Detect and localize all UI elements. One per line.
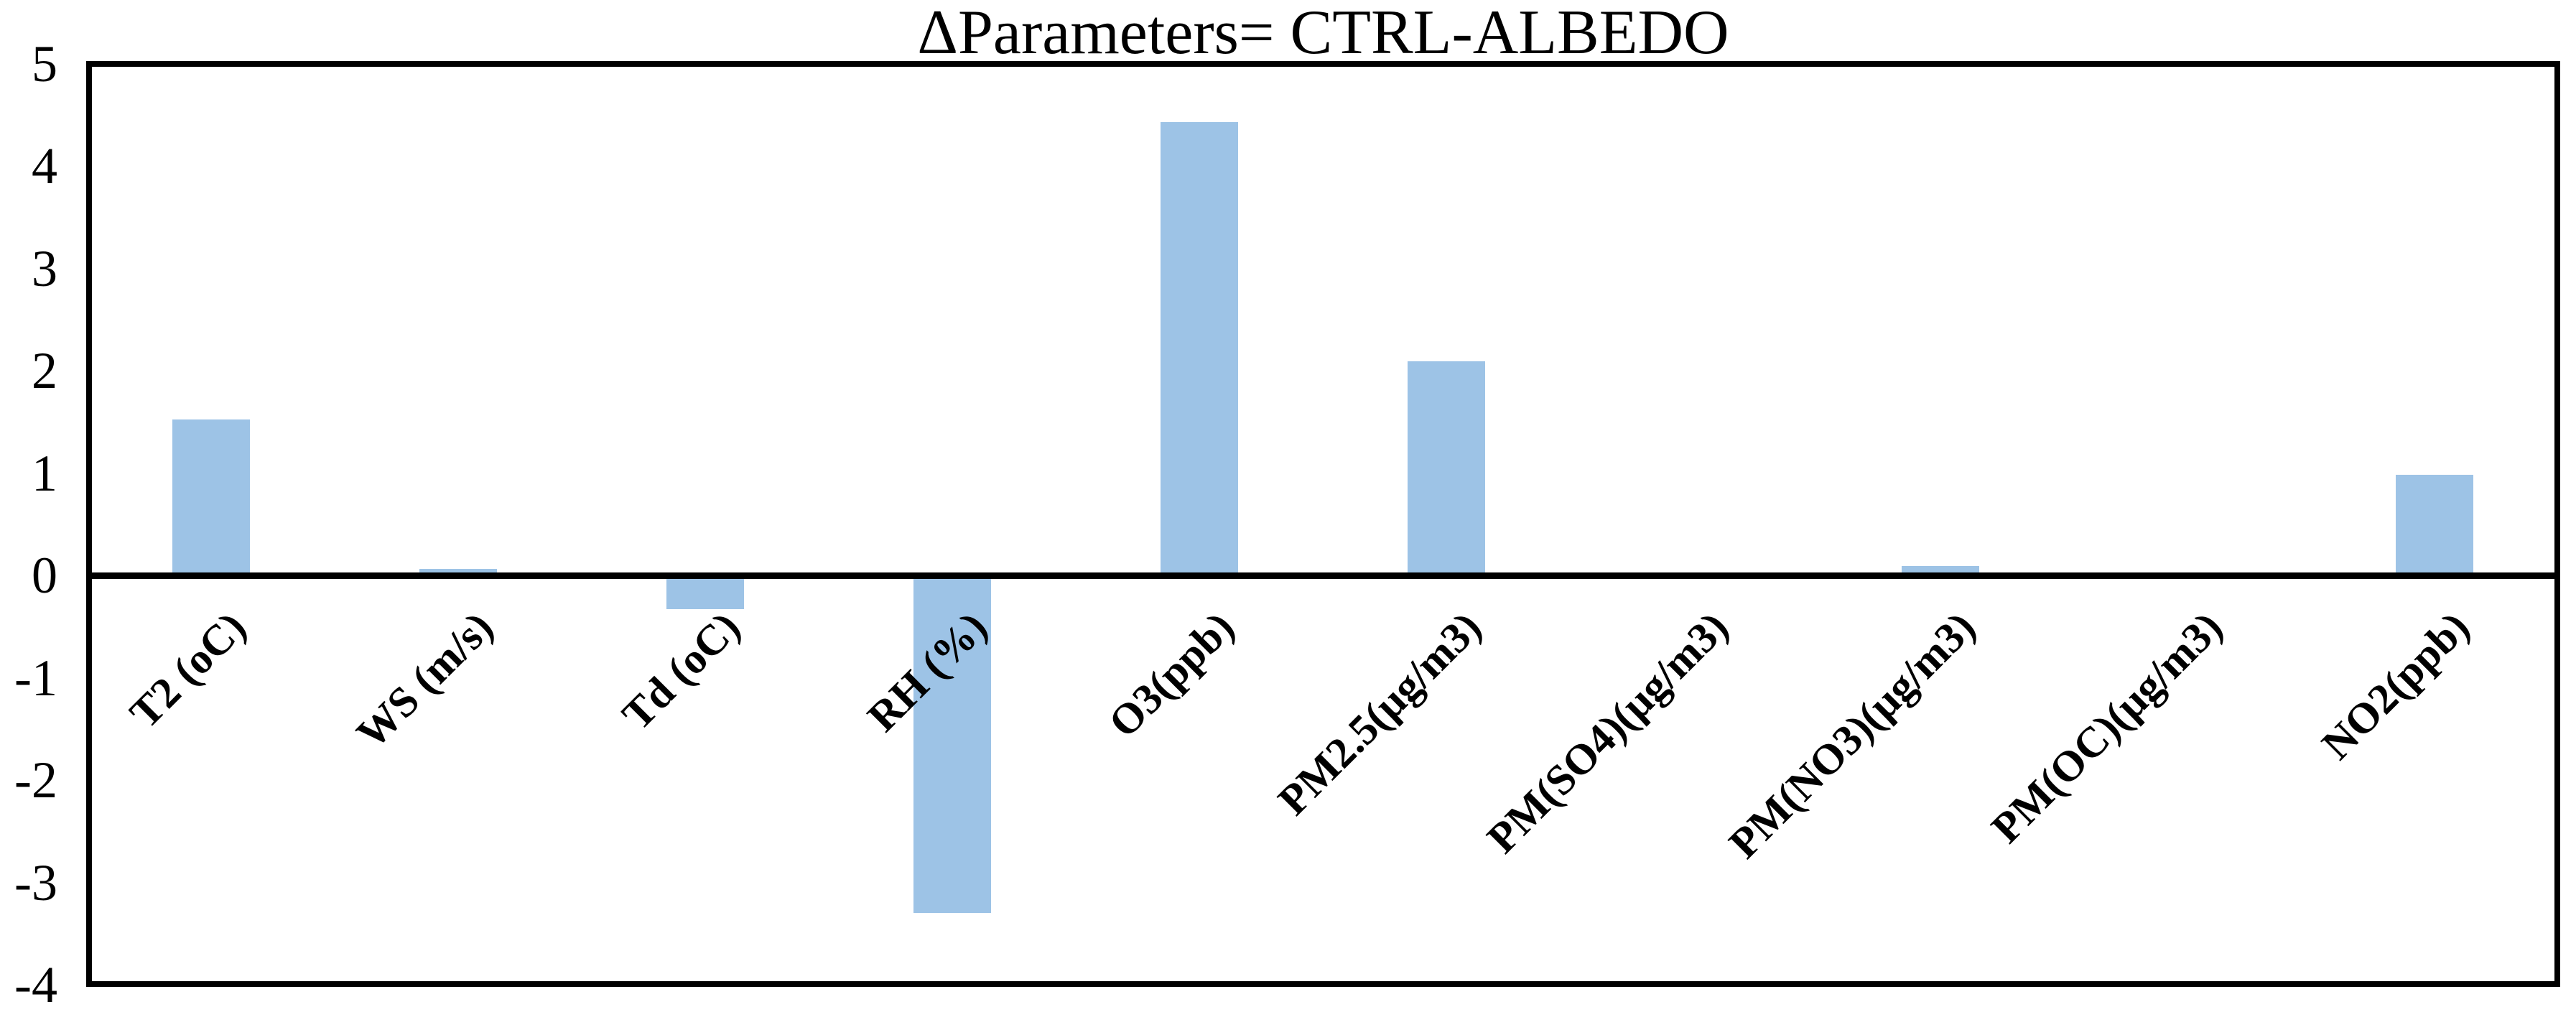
bar-3 <box>666 575 744 610</box>
y-tick-label: -3 <box>14 853 57 912</box>
chart-title: ΔParameters= CTRL-ALBEDO <box>917 0 1729 68</box>
bar-4 <box>913 575 991 914</box>
y-tick-label: 0 <box>32 547 57 604</box>
bar-6 <box>1408 361 1485 575</box>
bar-1 <box>172 419 250 575</box>
y-tick-label: 1 <box>32 444 57 502</box>
y-tick-label: 5 <box>32 34 57 93</box>
y-tick-label: 2 <box>32 342 57 399</box>
plot-area-border <box>86 61 2560 987</box>
y-tick-label: -4 <box>14 956 57 1014</box>
y-tick-label: -2 <box>14 751 57 809</box>
bar-5 <box>1161 121 1238 575</box>
y-tick-label: 3 <box>32 239 57 297</box>
y-tick-label: 4 <box>32 137 57 195</box>
bar-10 <box>2396 475 2473 575</box>
bar-2 <box>419 569 497 575</box>
y-tick-label: -1 <box>14 649 57 707</box>
zero-axis-line <box>89 572 2557 579</box>
